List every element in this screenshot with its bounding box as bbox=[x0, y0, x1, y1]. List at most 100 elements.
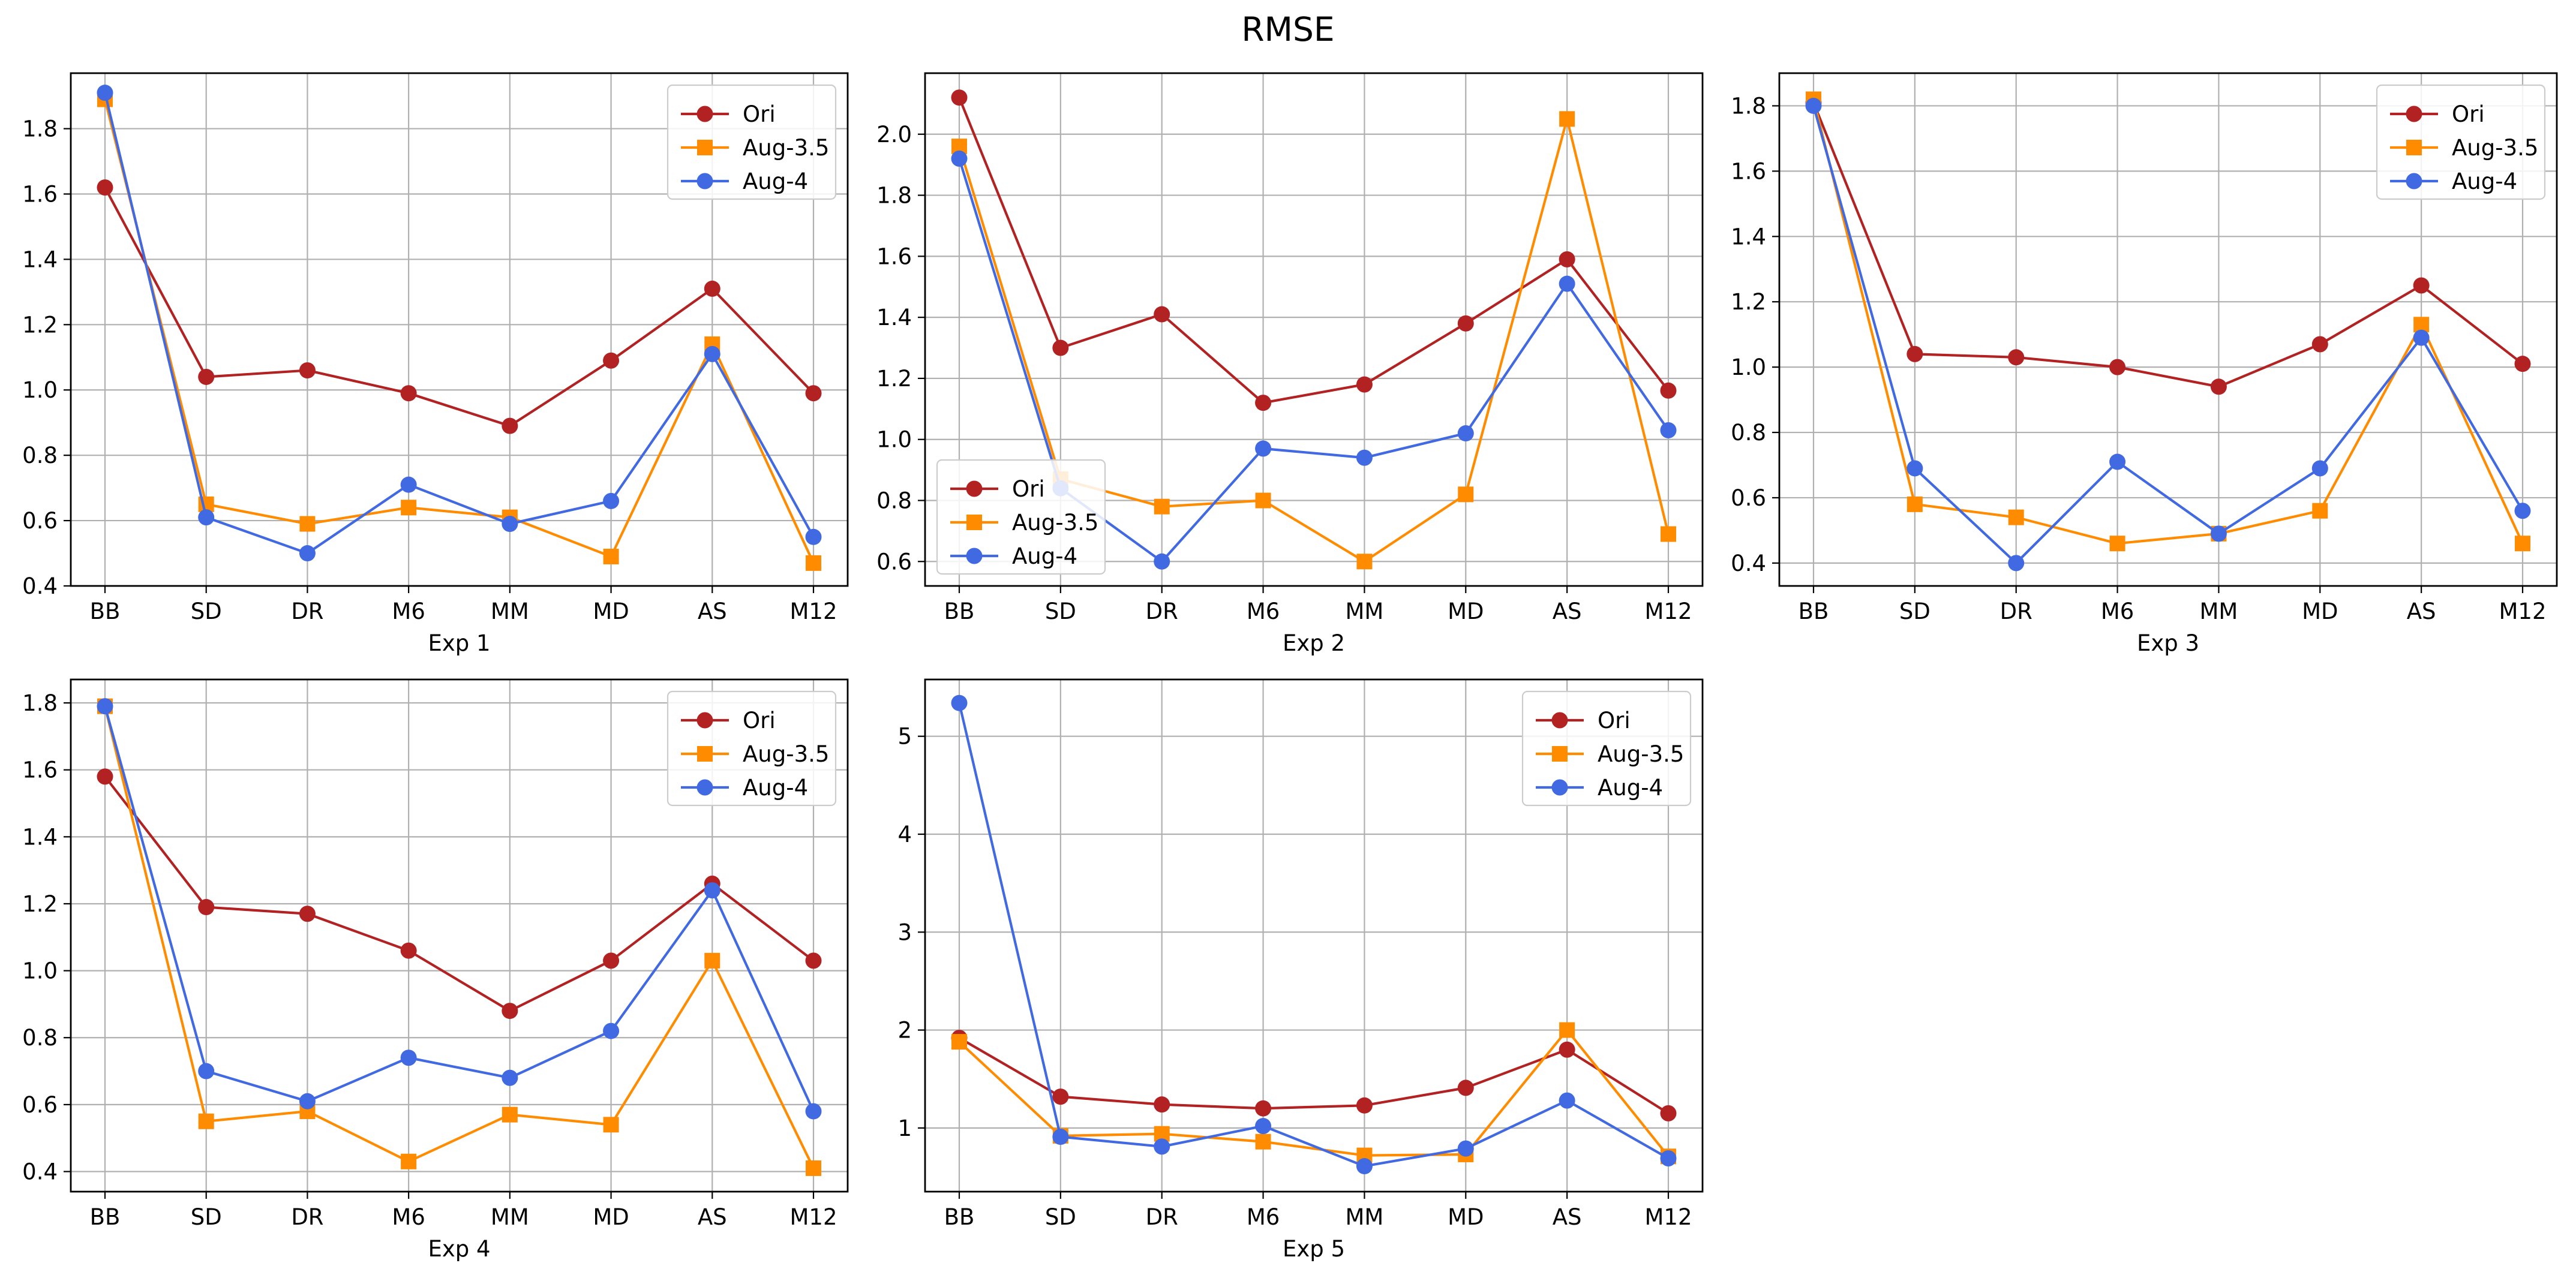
x-tick-label: DR bbox=[2000, 599, 2032, 624]
y-tick-label: 1.0 bbox=[22, 958, 58, 984]
y-tick-label: 0.6 bbox=[1731, 485, 1766, 511]
subplot-exp-4: BB SD DR M6 MM MD AS M12 0.4 0.6 0.8 1.0 1.2 1.4 1.6 1.… bbox=[22, 678, 849, 1262]
data-point-aug-4 bbox=[805, 528, 822, 545]
x-tick-label: M6 bbox=[2101, 599, 2134, 624]
x-tick-label: MD bbox=[1448, 599, 1484, 624]
x-tick-label: MM bbox=[491, 599, 529, 624]
series-line-aug-4 bbox=[103, 706, 815, 1112]
data-point-aug-4 bbox=[502, 516, 518, 533]
x-tick-label: MD bbox=[2302, 599, 2338, 624]
data-point-aug-3-5 bbox=[1661, 526, 1676, 542]
data-point-aug-4 bbox=[603, 492, 620, 509]
y-tick-label: 1.6 bbox=[876, 243, 912, 269]
y-tick-label: 0.4 bbox=[22, 1159, 58, 1185]
y-tick-label: 1.4 bbox=[22, 246, 58, 272]
data-point-aug-3-5 bbox=[299, 516, 316, 532]
series-line-ori bbox=[104, 775, 815, 1012]
y-tick-label: 1.4 bbox=[22, 824, 58, 850]
legend-label: Ori bbox=[1012, 476, 1045, 502]
y-tick-label: 0.8 bbox=[22, 443, 58, 468]
data-point-aug-4 bbox=[2210, 525, 2227, 542]
subplot-exp-3: BB SD DR M6 MM MD AS M12 0.4 0.6 0.8 1.0 1.2 1.4 1.6 1.… bbox=[1731, 72, 2558, 656]
data-point-aug-3-5 bbox=[1255, 492, 1271, 509]
series-line-aug-4 bbox=[103, 92, 815, 555]
data-point-ori bbox=[1255, 1100, 1272, 1117]
data-point-aug-3-5 bbox=[502, 1106, 518, 1123]
data-point-aug-4 bbox=[2413, 329, 2430, 346]
legend: Ori Aug-3.5 Aug-4 bbox=[666, 690, 837, 807]
x-tick-label: DR bbox=[291, 599, 323, 624]
legend-label: Aug-3.5 bbox=[1012, 510, 1098, 536]
x-tick-label: M12 bbox=[1644, 599, 1692, 624]
data-point-aug-3-5 bbox=[1154, 498, 1170, 515]
data-point-aug-4 bbox=[2109, 453, 2126, 470]
data-point-aug-3-5 bbox=[1559, 1022, 1575, 1038]
legend-marker bbox=[1552, 746, 1568, 762]
data-point-aug-3-5 bbox=[2515, 536, 2530, 552]
data-point-ori bbox=[1660, 1105, 1677, 1121]
axes-frame bbox=[70, 72, 849, 587]
data-point-aug-4 bbox=[1356, 1158, 1373, 1175]
subplot-exp-5: BB SD DR M6 MM MD AS M12 1 2 3 4 5 Exp 5 Ori Aug-3.5 Aug… bbox=[897, 678, 1704, 1262]
axes-frame bbox=[70, 678, 849, 1193]
data-point-ori bbox=[1356, 1097, 1373, 1114]
x-tick-label: M6 bbox=[392, 1204, 425, 1230]
legend-marker bbox=[696, 106, 713, 122]
data-point-aug-4 bbox=[97, 85, 113, 101]
x-tick-label: MD bbox=[593, 599, 629, 624]
y-tick-label: 1.0 bbox=[1731, 354, 1766, 380]
data-point-aug-4 bbox=[1255, 1118, 1272, 1135]
x-tick-label: SD bbox=[1045, 1204, 1076, 1230]
data-point-ori bbox=[2008, 349, 2025, 366]
y-tick-label: 1.8 bbox=[1731, 93, 1766, 119]
x-tick-label: BB bbox=[944, 599, 975, 624]
data-point-aug-4 bbox=[400, 476, 417, 493]
x-tick-label: DR bbox=[1146, 1204, 1178, 1230]
y-tick-label: 1.2 bbox=[1731, 289, 1766, 315]
data-point-aug-4 bbox=[603, 1023, 620, 1039]
legend-label: Aug-4 bbox=[743, 775, 808, 801]
legend-label: Aug-4 bbox=[743, 169, 808, 194]
x-tick-label: M12 bbox=[1644, 1204, 1692, 1230]
x-tick-label: M12 bbox=[2499, 599, 2546, 624]
legend-marker bbox=[696, 173, 713, 190]
data-point-ori bbox=[2514, 356, 2531, 372]
x-tick-label: M6 bbox=[1247, 599, 1280, 624]
y-tick-label: 1.8 bbox=[22, 116, 58, 142]
legend-label: Ori bbox=[743, 708, 776, 733]
x-tick-label: DR bbox=[1146, 599, 1178, 624]
data-point-ori bbox=[1255, 395, 1272, 411]
data-point-aug-4 bbox=[1559, 275, 1575, 292]
data-point-ori bbox=[704, 280, 720, 297]
data-point-ori bbox=[400, 942, 417, 959]
series-line-aug-4 bbox=[957, 702, 1670, 1168]
data-point-ori bbox=[2311, 336, 2328, 353]
x-tick-label: SD bbox=[1899, 599, 1931, 624]
y-tick-label: 1 bbox=[897, 1115, 912, 1141]
legend-label: Aug-4 bbox=[1598, 775, 1663, 801]
data-point-aug-3-5 bbox=[401, 1153, 417, 1169]
series-line-ori bbox=[1812, 102, 2524, 388]
data-point-aug-4 bbox=[1356, 449, 1373, 466]
axes-frame bbox=[924, 72, 1704, 587]
y-tick-label: 1.4 bbox=[1731, 224, 1766, 249]
y-tick-label: 1.2 bbox=[876, 366, 912, 392]
x-tick-label: DR bbox=[291, 1204, 323, 1230]
data-point-ori bbox=[951, 89, 968, 106]
x-tick-label: BB bbox=[1799, 599, 1829, 624]
legend: Ori Aug-3.5 Aug-4 bbox=[1521, 690, 1692, 807]
y-tick-label: 1.6 bbox=[22, 181, 58, 207]
data-point-aug-3-5 bbox=[2109, 536, 2125, 552]
legend-label: Aug-3.5 bbox=[743, 135, 829, 161]
data-point-ori bbox=[1052, 339, 1069, 356]
axes-frame bbox=[924, 678, 1704, 1193]
x-tick-label: M12 bbox=[789, 599, 837, 624]
legend-label: Aug-4 bbox=[1012, 543, 1077, 569]
series-line-ori bbox=[958, 97, 1670, 404]
y-tick-label: 2 bbox=[897, 1018, 912, 1044]
x-axis-label: Exp 3 bbox=[2137, 630, 2199, 656]
data-point-aug-4 bbox=[1907, 460, 1923, 477]
data-point-aug-3-5 bbox=[2008, 509, 2024, 525]
y-tick-label: 1.4 bbox=[876, 305, 912, 330]
